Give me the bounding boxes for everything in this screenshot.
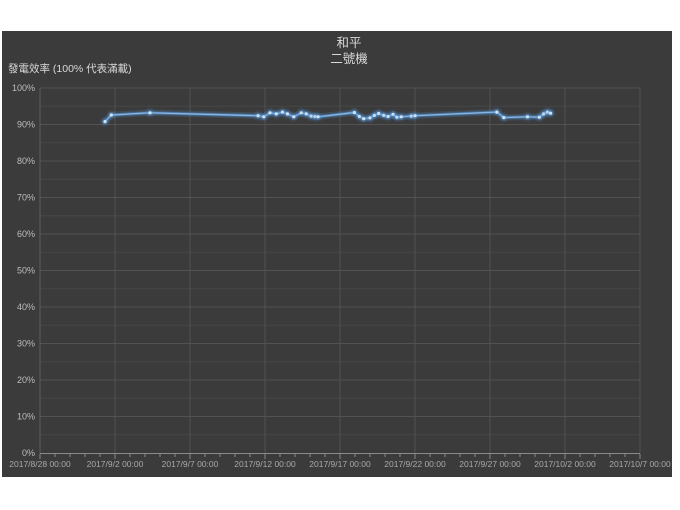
y-axis-title: 發電效率 (100% 代表滿載) [8, 63, 132, 75]
svg-text:2017/8/28 00:00: 2017/8/28 00:00 [9, 459, 71, 469]
chart-canvas: 0% 10% 20% 30% 40% 50% 60% 70% 80% 90% 100% 2017/8/… [2, 31, 672, 477]
svg-text:2017/9/17 00:00: 2017/9/17 00:00 [309, 459, 371, 469]
svg-text:70%: 70% [17, 193, 35, 203]
svg-text:2017/9/2 00:00: 2017/9/2 00:00 [87, 459, 144, 469]
svg-text:60%: 60% [17, 229, 35, 239]
svg-text:10%: 10% [17, 412, 35, 422]
svg-text:2017/9/22 00:00: 2017/9/22 00:00 [384, 459, 446, 469]
svg-text:80%: 80% [17, 156, 35, 166]
svg-text:2017/9/12 00:00: 2017/9/12 00:00 [234, 459, 296, 469]
svg-text:2017/9/7 00:00: 2017/9/7 00:00 [162, 459, 219, 469]
svg-text:20%: 20% [17, 375, 35, 385]
svg-text:0%: 0% [22, 448, 35, 458]
svg-text:40%: 40% [17, 302, 35, 312]
efficiency-line-chart: 0% 10% 20% 30% 40% 50% 60% 70% 80% 90% 100% 2017/8/… [9, 83, 671, 469]
svg-text:90%: 90% [17, 120, 35, 130]
chart-title-line-2: 二號機 [330, 52, 368, 66]
svg-text:30%: 30% [17, 339, 35, 349]
svg-text:2017/10/2 00:00: 2017/10/2 00:00 [534, 459, 596, 469]
svg-text:50%: 50% [17, 266, 35, 276]
svg-text:2017/10/7 00:00: 2017/10/7 00:00 [609, 459, 671, 469]
svg-text:100%: 100% [12, 83, 35, 93]
chart-title: 和平 二號機 [330, 35, 368, 67]
chart-title-line-1: 和平 [336, 36, 362, 50]
svg-text:2017/9/27 00:00: 2017/9/27 00:00 [459, 459, 521, 469]
